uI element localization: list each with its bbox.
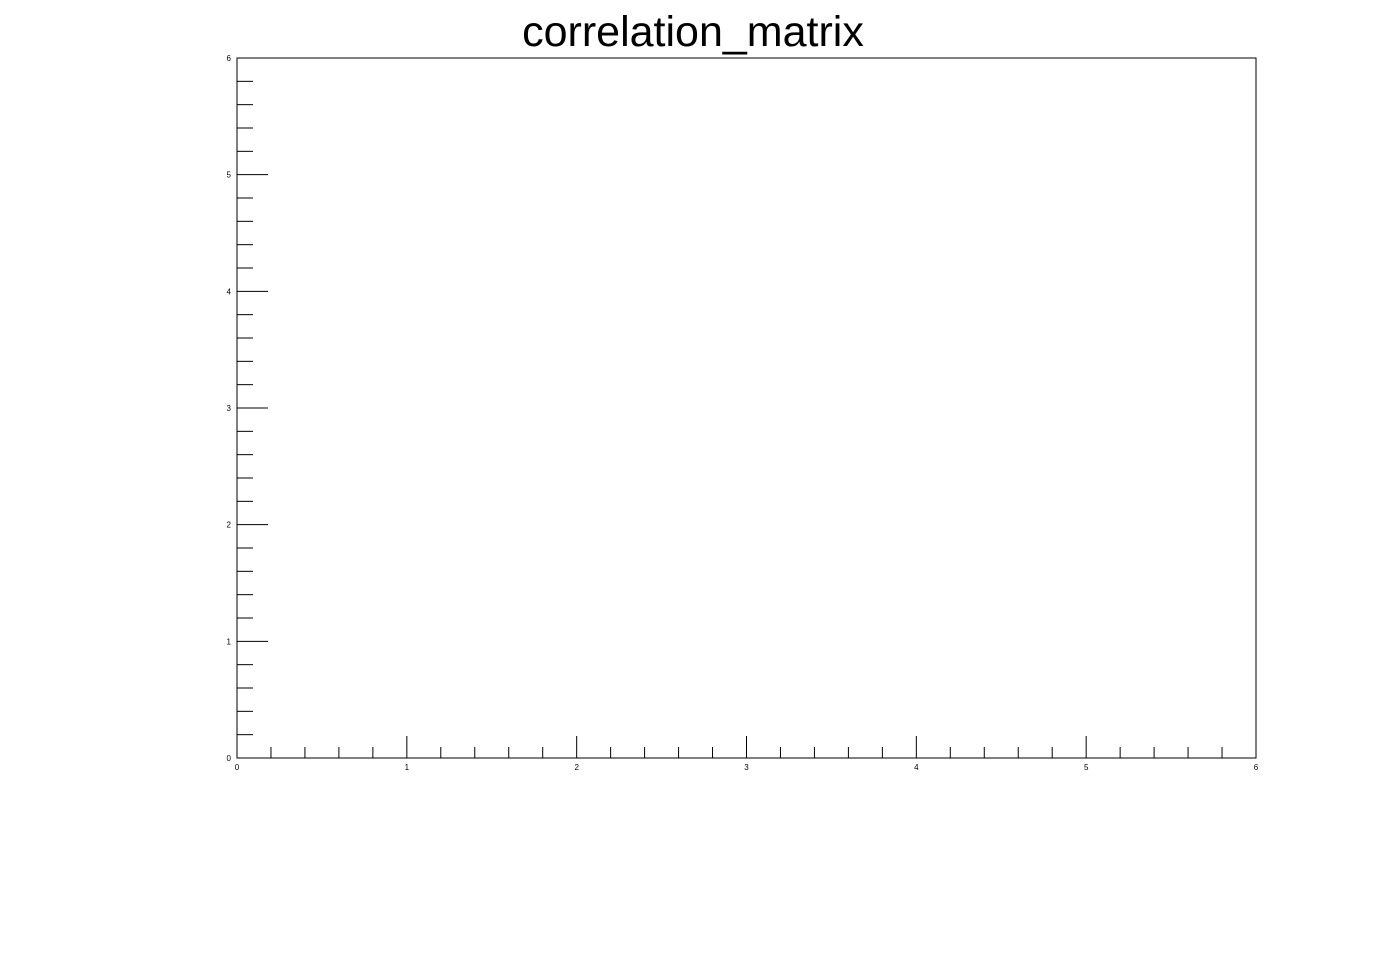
y-tick-label: 0	[227, 754, 232, 763]
plot-frame	[236, 57, 1257, 759]
y-tick-label: 5	[227, 171, 232, 180]
x-tick-label: 2	[574, 763, 579, 772]
x-tick-label: 4	[914, 763, 919, 772]
chart-title: correlation_matrix	[522, 8, 864, 56]
y-tick-label: 4	[227, 287, 232, 296]
x-tick-label: 0	[235, 763, 240, 772]
x-tick-label: 5	[1084, 763, 1089, 772]
x-tick-label: 6	[1254, 763, 1259, 772]
y-tick-label: 2	[227, 521, 232, 530]
y-tick-label: 3	[227, 404, 232, 413]
y-tick-label: 6	[227, 54, 232, 63]
y-tick-label: 1	[227, 637, 232, 646]
x-tick-label: 1	[405, 763, 410, 772]
x-tick-label: 3	[744, 763, 749, 772]
